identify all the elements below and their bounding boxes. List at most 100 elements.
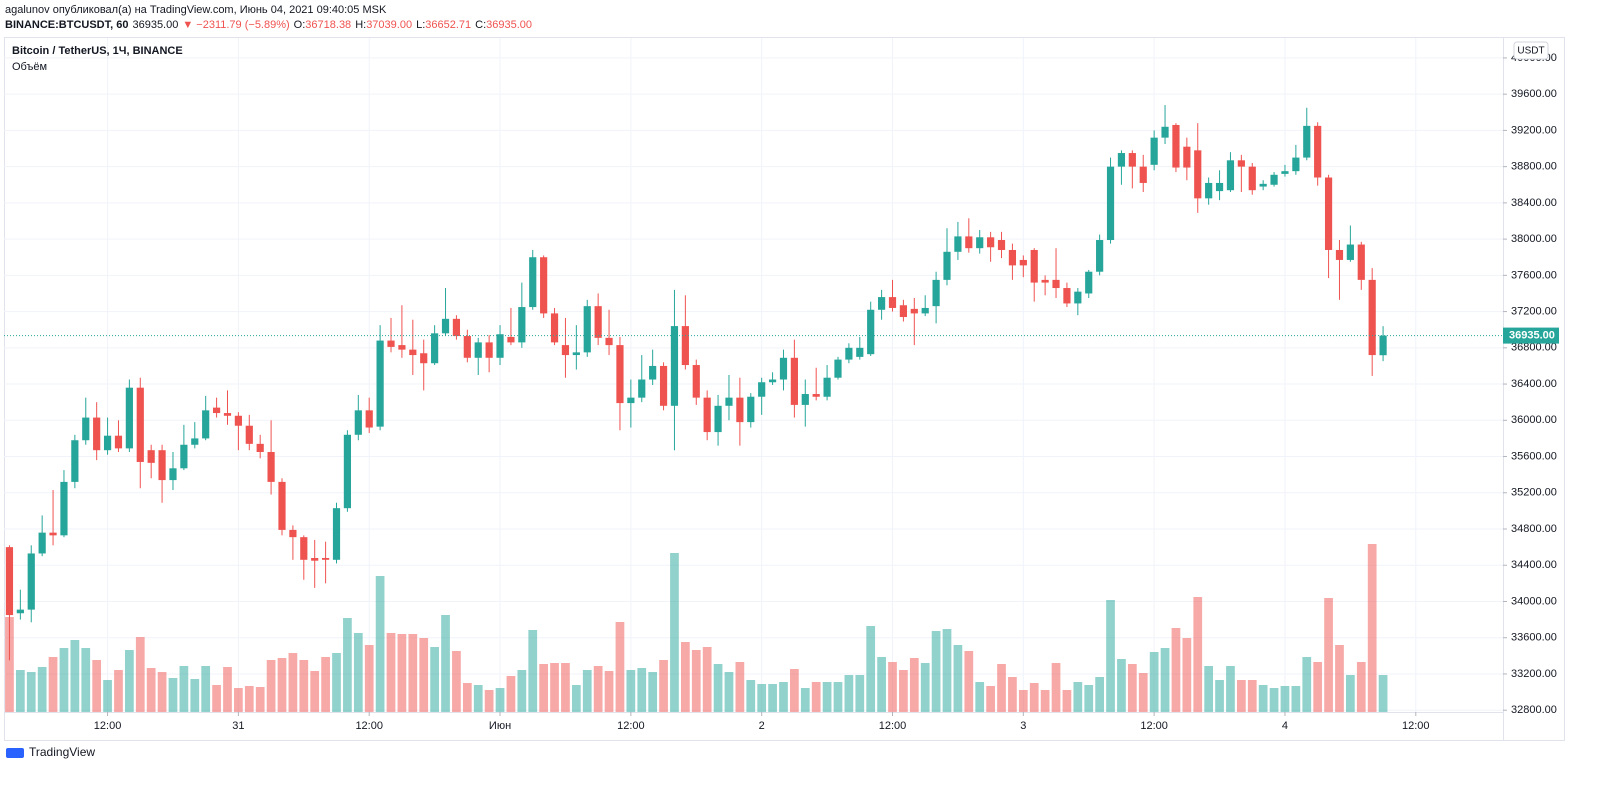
candle-body [747, 396, 755, 423]
candle-body [420, 353, 428, 364]
candle-body [256, 443, 264, 453]
volume-bar [1335, 645, 1344, 712]
candle-body [1281, 171, 1289, 174]
volume-bar [1226, 666, 1235, 712]
volume-bar [561, 663, 570, 712]
volume-bar [822, 682, 832, 712]
candle-body [376, 340, 384, 427]
volume-bar [59, 648, 69, 712]
y-tick-label: 34000.00 [1511, 595, 1557, 607]
candle-body [60, 481, 68, 536]
candle-body [1270, 174, 1278, 185]
volume-bar [691, 650, 701, 712]
candle-body [289, 529, 297, 538]
candle-body [452, 318, 461, 337]
candle-body [921, 307, 929, 314]
candle-body [431, 333, 439, 364]
x-tick-label: Июн [489, 720, 511, 732]
candle-body [114, 435, 123, 449]
volume-bar [1269, 688, 1279, 712]
candle-body [191, 438, 199, 445]
candle-body [703, 397, 711, 433]
volume-bar [506, 676, 516, 712]
volume-bar [844, 675, 854, 712]
y-tick-label: 38800.00 [1511, 161, 1557, 173]
volume-bar [397, 634, 407, 712]
candle-body [965, 236, 973, 249]
candle-body [354, 410, 362, 435]
volume-bar [975, 682, 985, 712]
candle-body [529, 257, 537, 308]
candle-body [1008, 249, 1017, 266]
last-price-label: 36935.00 [1509, 329, 1555, 341]
volume-bar [288, 653, 298, 712]
candle-body [834, 359, 842, 378]
candle-body [71, 440, 79, 482]
y-tick-label: 33600.00 [1511, 632, 1557, 644]
candle-body [997, 240, 1006, 250]
x-tick-label: 12:00 [355, 720, 383, 732]
candle-body [627, 397, 635, 404]
volume-bar [539, 664, 549, 712]
candle-body [1183, 146, 1191, 168]
published-note: agalunov опубликовал(а) на TradingView.c… [5, 4, 387, 16]
volume-bar [441, 615, 450, 712]
volume-bar [1291, 686, 1301, 712]
symbol-line: BINANCE:BTCUSDT, 60 36935.00 ▼ −2311.79 (−… [5, 19, 532, 31]
volume-bar [909, 658, 919, 712]
volume-bar [1084, 685, 1094, 712]
candle-body [594, 306, 602, 338]
volume-bar [800, 688, 810, 712]
candle-body [877, 297, 886, 310]
candle-body [1150, 137, 1158, 165]
volume-bar [1171, 628, 1181, 712]
volume-bar [713, 664, 723, 712]
candle-body [681, 326, 689, 366]
candle-body [202, 410, 210, 439]
candle-body [311, 557, 319, 561]
y-tick-label: 36800.00 [1511, 342, 1557, 354]
volume-bar [244, 686, 254, 712]
volume-bar [125, 650, 134, 712]
candle-body [27, 553, 35, 610]
volume-bar [1149, 652, 1159, 712]
candle-body [1161, 126, 1169, 138]
volume-bar [234, 688, 243, 712]
candle-body [1205, 182, 1213, 199]
volume-bar [1138, 673, 1148, 712]
candle-body [387, 340, 395, 347]
candle-body [1335, 249, 1344, 260]
volume-bar [746, 680, 756, 712]
volume-bar [681, 642, 690, 712]
candle-body [845, 347, 853, 360]
volume-bar [593, 666, 603, 712]
candle-body [888, 297, 897, 308]
candle-body [976, 237, 984, 249]
symbol: BINANCE:BTCUSDT, 60 [5, 19, 128, 31]
volume-bar [986, 686, 995, 712]
volume-bar [768, 684, 777, 712]
candle-body [1117, 153, 1126, 167]
ohlc-key: C: [475, 19, 486, 31]
y-tick-label: 38000.00 [1511, 233, 1557, 245]
volume-bar [550, 663, 559, 712]
x-tick-label: 2 [759, 720, 765, 732]
candle-body [398, 345, 406, 350]
volume-bar [997, 664, 1006, 712]
volume-bar [332, 653, 341, 712]
candle-body [987, 237, 995, 248]
candle-body [856, 347, 864, 357]
candle-body [485, 342, 493, 358]
volume-bar [931, 631, 941, 712]
currency-badge[interactable] [1513, 41, 1549, 60]
volume-bar [953, 645, 963, 712]
volume-bar [1008, 677, 1017, 712]
y-tick-label: 35200.00 [1511, 487, 1557, 499]
volume-bar [1280, 686, 1290, 712]
candle-body [1215, 182, 1224, 192]
volume-bar [1182, 638, 1192, 712]
volume-bar [430, 647, 439, 712]
volume-bar [1193, 597, 1203, 712]
volume-bar [179, 666, 189, 712]
